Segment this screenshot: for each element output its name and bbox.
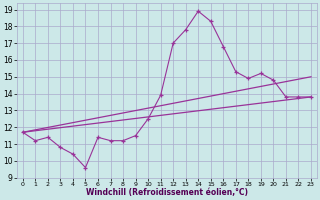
X-axis label: Windchill (Refroidissement éolien,°C): Windchill (Refroidissement éolien,°C) [86,188,248,197]
